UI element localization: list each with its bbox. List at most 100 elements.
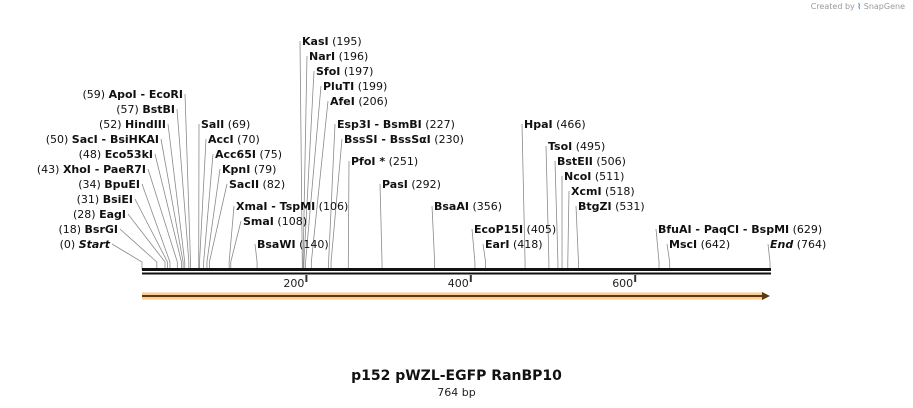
site-label[interactable]: (59) ApoI - EcoRI xyxy=(83,88,184,101)
site-name: SfoI xyxy=(316,65,340,78)
site-leader-line xyxy=(521,123,526,270)
site-position: (108) xyxy=(274,215,307,228)
site-name: SalI xyxy=(201,118,224,131)
site-label[interactable]: (57) BstBI xyxy=(116,103,175,116)
site-leader-line xyxy=(303,70,315,270)
site-position: (52) xyxy=(99,118,125,131)
site-position: (251) xyxy=(385,155,418,168)
site-leader-line xyxy=(567,190,570,270)
site-leader-line xyxy=(545,145,550,270)
site-position: (495) xyxy=(572,140,605,153)
site-name: SacII xyxy=(229,178,259,191)
site-label[interactable]: (34) BpuEI xyxy=(78,178,140,191)
site-label[interactable]: PasI (292) xyxy=(382,178,441,191)
site-label[interactable]: AccI (70) xyxy=(208,133,260,146)
site-label[interactable]: BtgZI (531) xyxy=(578,200,645,213)
site-position: (0) xyxy=(60,238,79,251)
site-position: (34) xyxy=(78,178,104,191)
site-leader-line xyxy=(328,123,336,270)
site-label[interactable]: End (764) xyxy=(770,238,826,251)
site-leader-line xyxy=(655,228,660,270)
watermark-text: Created by xyxy=(810,2,855,11)
site-name: PasI xyxy=(382,178,408,191)
site-label[interactable]: BsaAI (356) xyxy=(434,200,502,213)
site-leader-line xyxy=(134,198,168,270)
site-leader-line xyxy=(379,183,383,270)
site-label[interactable]: MscI (642) xyxy=(669,238,730,251)
site-position: (197) xyxy=(340,65,373,78)
site-position: (69) xyxy=(224,118,250,131)
site-label[interactable]: BstEII (506) xyxy=(557,155,626,168)
site-label[interactable]: SfoI (197) xyxy=(316,65,373,78)
site-label[interactable]: NarI (196) xyxy=(309,50,368,63)
site-label[interactable]: (50) SacI - BsiHKAI xyxy=(46,133,159,146)
site-label[interactable]: SacII (82) xyxy=(229,178,285,191)
site-label[interactable]: Esp3I - BsmBI (227) xyxy=(337,118,455,131)
site-label[interactable]: (31) BsiEI xyxy=(77,193,133,206)
site-position: (764) xyxy=(793,238,826,251)
site-label[interactable]: (48) Eco53kI xyxy=(79,148,153,161)
site-name: BsrGI xyxy=(85,223,118,236)
site-label[interactable]: PfoI * (251) xyxy=(351,155,418,168)
site-name: XmaI - TspMI xyxy=(236,200,315,213)
site-label[interactable]: TsoI (495) xyxy=(548,140,605,153)
site-name: Acc65I xyxy=(215,148,256,161)
site-label[interactable]: KasI (195) xyxy=(302,35,362,48)
site-label[interactable]: (0) Start xyxy=(60,238,111,251)
site-label[interactable]: BsaWI (140) xyxy=(257,238,329,251)
site-name: BstBI xyxy=(142,103,175,116)
site-leader-line xyxy=(154,153,182,270)
site-leader-line xyxy=(330,138,343,270)
site-name: Esp3I - BsmBI xyxy=(337,118,422,131)
site-leader-line xyxy=(184,93,191,270)
site-label[interactable]: XcmI (518) xyxy=(571,185,635,198)
site-leader-line xyxy=(119,228,158,270)
site-position: (199) xyxy=(354,80,387,93)
site-name: HindIII xyxy=(125,118,166,131)
site-label[interactable]: (52) HindIII xyxy=(99,118,166,131)
site-position: (48) xyxy=(79,148,105,161)
site-label[interactable]: (28) EagI xyxy=(73,208,126,221)
site-name: BfuAI - PaqCI - BspMI xyxy=(658,223,789,236)
site-leader-line xyxy=(160,138,184,270)
site-label[interactable]: PluTI (199) xyxy=(323,80,387,93)
site-position: (106) xyxy=(315,200,348,213)
watermark-brand: SnapGene xyxy=(863,2,905,11)
site-label[interactable]: Acc65I (75) xyxy=(215,148,282,161)
site-label[interactable]: NcoI (511) xyxy=(564,170,624,183)
site-name: BtgZI xyxy=(578,200,612,213)
site-label[interactable]: (43) XhoI - PaeR7I xyxy=(37,163,146,176)
site-name: BsiEI xyxy=(103,193,133,206)
site-label[interactable]: AfeI (206) xyxy=(330,95,388,108)
site-name: TsoI xyxy=(548,140,572,153)
site-name: PfoI * xyxy=(351,155,385,168)
site-label[interactable]: BfuAI - PaqCI - BspMI (629) xyxy=(658,223,822,236)
site-leader-line xyxy=(299,40,303,270)
site-leader-line xyxy=(302,55,308,270)
site-name: BsaWI xyxy=(257,238,296,251)
site-name: SmaI xyxy=(243,215,274,228)
site-position: (227) xyxy=(422,118,455,131)
site-leader-line xyxy=(471,228,476,270)
site-label[interactable]: (18) BsrGI xyxy=(58,223,118,236)
site-label[interactable]: KpnI (79) xyxy=(222,163,276,176)
site-name: BssSI - BssSαI xyxy=(344,133,431,146)
site-position: (18) xyxy=(58,223,84,236)
site-label[interactable]: SalI (69) xyxy=(201,118,250,131)
site-name: SacI - BsiHKAI xyxy=(72,133,159,146)
feature-arrowhead-icon xyxy=(762,292,770,300)
site-labels: (0) Start (18) BsrGI (28) EagI (31) BsiEI (3… xyxy=(37,35,826,251)
site-label[interactable]: BssSI - BssSαI (230) xyxy=(344,133,464,146)
site-label[interactable]: EcoP15I (405) xyxy=(474,223,556,236)
site-label[interactable]: EarI (418) xyxy=(485,238,543,251)
site-label[interactable]: SmaI (108) xyxy=(243,215,307,228)
site-label[interactable]: HpaI (466) xyxy=(524,118,586,131)
site-position: (70) xyxy=(234,133,260,146)
feature-arrow[interactable] xyxy=(142,292,770,300)
site-position: (75) xyxy=(256,148,282,161)
site-name: MscI xyxy=(669,238,697,251)
site-leader-line xyxy=(203,153,214,270)
site-label[interactable]: XmaI - TspMI (106) xyxy=(236,200,348,213)
site-name: EcoP15I xyxy=(474,223,523,236)
site-position: (79) xyxy=(250,163,276,176)
